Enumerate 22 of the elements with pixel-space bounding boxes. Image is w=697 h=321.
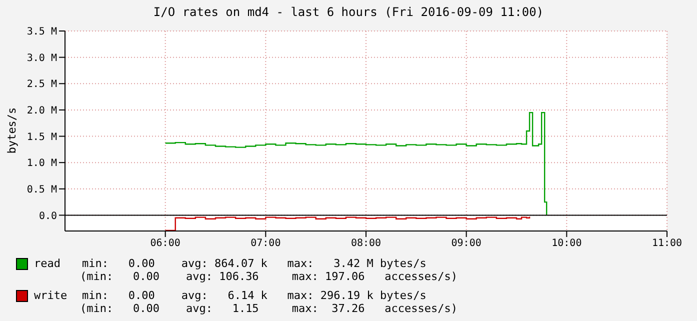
x-tick-label: 06:00 <box>150 238 180 250</box>
x-tick-label: 11:00 <box>652 238 682 250</box>
y-tick-label: 1.5 M <box>26 132 57 143</box>
x-tick-label: 07:00 <box>250 238 281 250</box>
text: (min: 0.00 avg: 1.15 max: 37.26 accesses/s) <box>80 302 458 315</box>
x-tick-label: 08:00 <box>350 238 382 250</box>
chart-title: I/O rates on md4 - last 6 hours (Fri 2016-09-09 11:00) <box>152 4 545 21</box>
y-tick-label: 1.0 M <box>26 158 57 170</box>
y-tick-label: 0.0 <box>38 210 57 222</box>
y-tick-label: 2.0 M <box>26 105 57 116</box>
y-axis-title: bytes/s <box>6 106 19 154</box>
text: min: 0.00 avg: 864.07 k max: 3.42 M bytes/s <box>82 257 426 270</box>
y-tick-label: 2.5 M <box>26 79 57 90</box>
text: min: 0.00 avg: 6.14 k max: 296.19 k bytes/s <box>82 289 426 302</box>
text: (min: 0.00 avg: 106.36 max: 197.06 accesses/s) <box>80 270 458 283</box>
y-tick-label: 3.5 M <box>26 26 57 38</box>
y-tick-label: 3.0 M <box>26 52 57 64</box>
legend-label: read <box>34 257 62 270</box>
y-tick-label: 0.5 M <box>26 184 57 196</box>
legend-label: write <box>34 289 68 302</box>
x-tick-label: 10:00 <box>552 238 582 250</box>
x-tick-label: 09:00 <box>451 238 482 250</box>
